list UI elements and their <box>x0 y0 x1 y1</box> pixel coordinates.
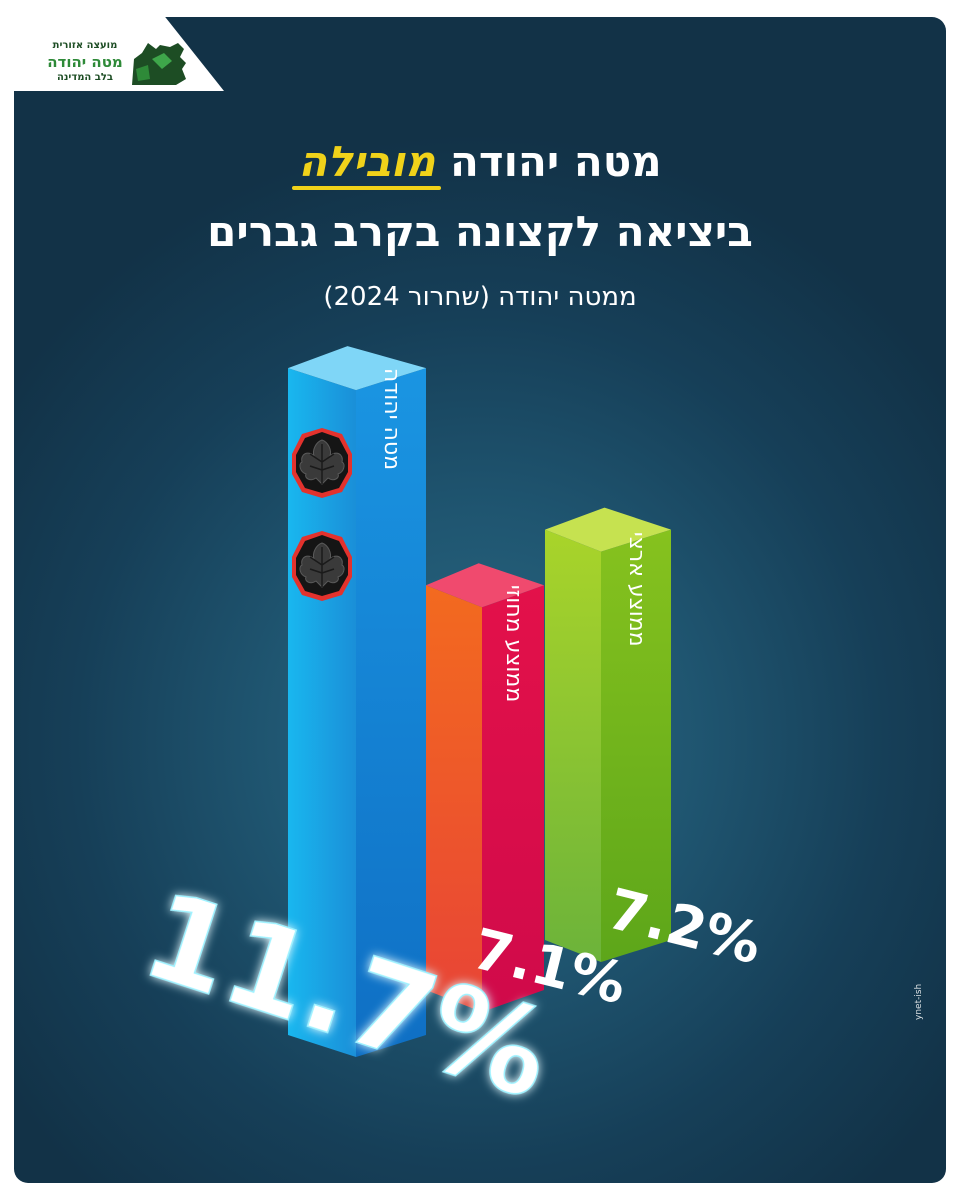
logo-line2: מטה יהודה <box>47 53 123 71</box>
bar-1-side-face <box>356 368 426 1058</box>
title-part1: מטה יהודה <box>450 137 662 186</box>
title-highlight-text: מובילה <box>298 137 436 186</box>
photo-credit: ynet-ish <box>914 983 924 1020</box>
category-label-1: מטה יהודה <box>379 368 404 470</box>
bar-2-front-face <box>426 585 482 1012</box>
grape-leaf-icon <box>291 427 353 499</box>
bar-3-front-face <box>545 529 601 962</box>
subtitle: ממטה יהודה (שחרור 2024) <box>323 282 637 312</box>
bar-1-top-face <box>288 346 426 391</box>
bar-2 <box>426 563 544 1012</box>
bar-2-side-face <box>482 585 544 1012</box>
logo-line1: מועצה אזורית <box>52 40 118 51</box>
bar-3-side-face <box>601 529 671 962</box>
category-label-2: ממוצע מחוזי <box>501 585 526 703</box>
bar-2-top-face <box>426 563 544 608</box>
logo-text: מועצה אזורית מטה יהודה בלב המדינה <box>36 39 134 85</box>
lion-logo-icon <box>132 43 186 85</box>
title-line-1: מטה יהודה מובילה <box>100 136 860 190</box>
logo-line3: בלב המדינה <box>56 72 114 83</box>
title-highlight: מובילה <box>292 136 442 190</box>
category-label-3: ממוצע ארצי <box>624 532 649 647</box>
title-line-2: ביציאה לקצונה בקרב גברים <box>207 207 753 256</box>
bar-3-top-face <box>545 507 671 552</box>
title-highlight-underline <box>292 186 442 190</box>
grape-leaf-icon <box>291 530 353 602</box>
bar-3 <box>545 507 671 962</box>
